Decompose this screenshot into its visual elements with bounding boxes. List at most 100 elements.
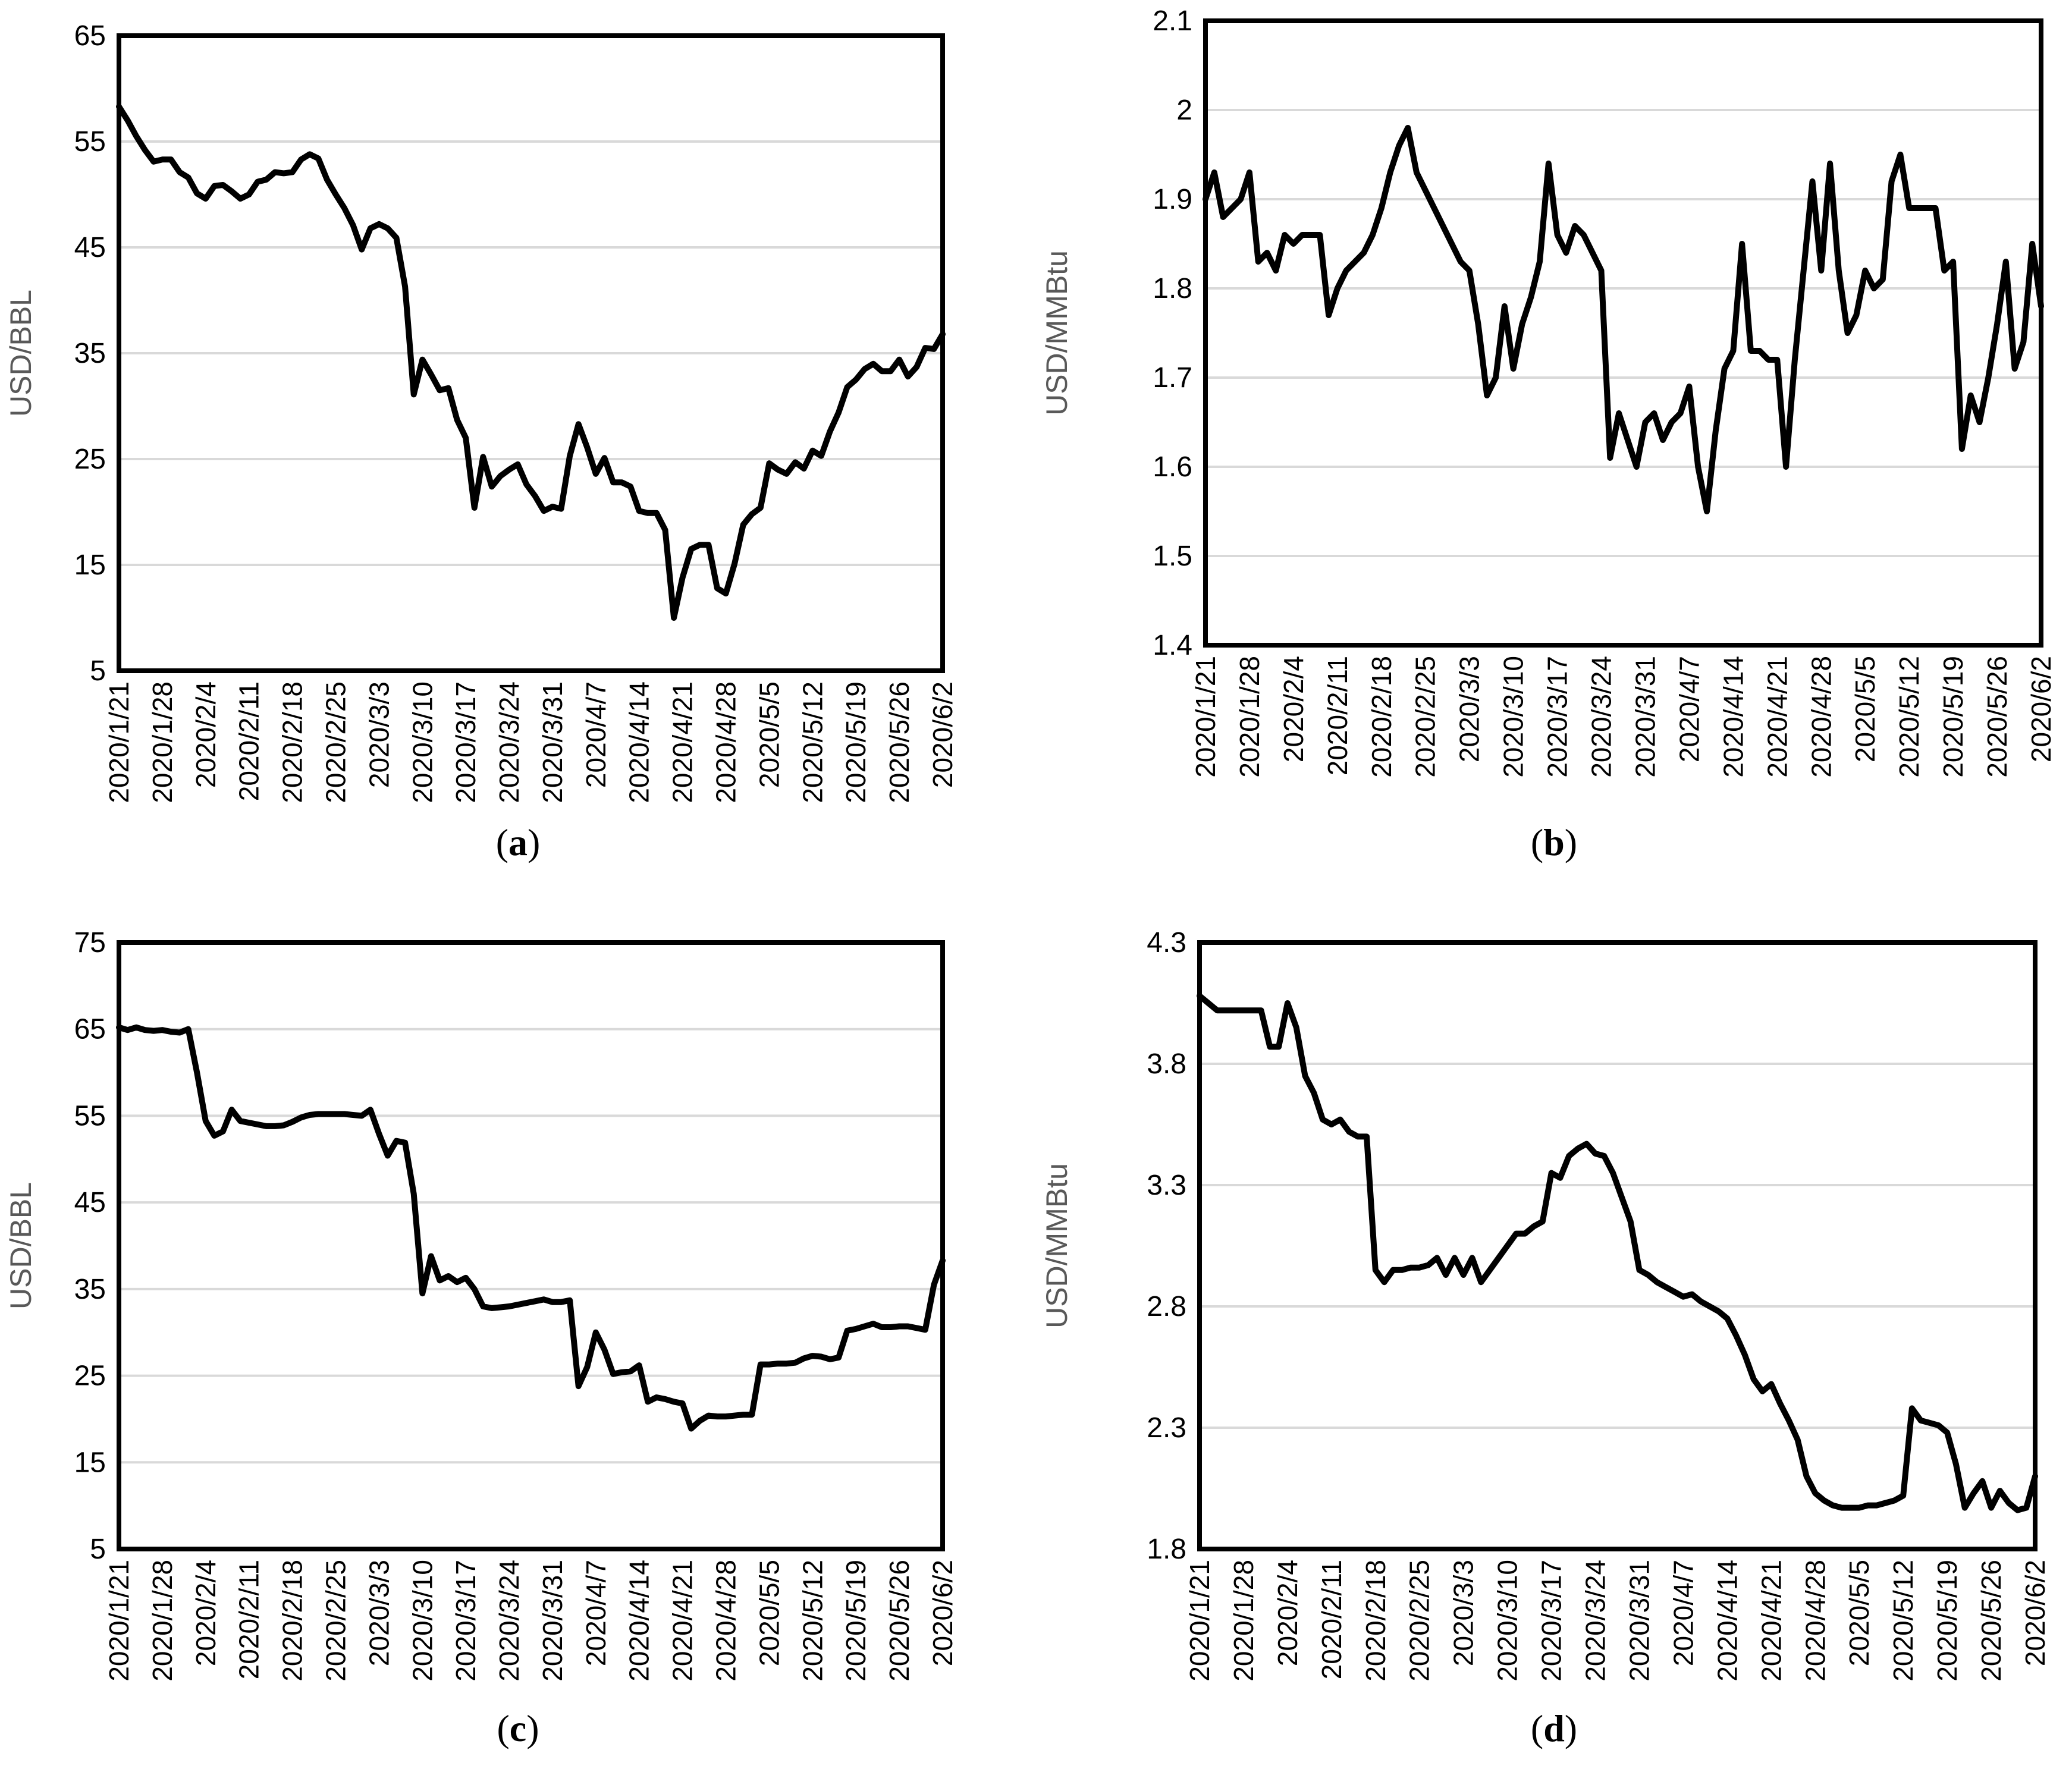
caption-letter: a (508, 821, 528, 863)
x-tick-label: 2020/5/12 (797, 681, 828, 803)
x-tick-label: 2020/3/3 (1448, 1560, 1479, 1666)
x-tick-label: 2020/3/3 (1454, 656, 1485, 762)
x-tick-label: 2020/2/25 (320, 681, 351, 803)
y-tick-label: 2.1 (1153, 5, 1192, 37)
caption-a: (a) (0, 821, 1036, 865)
x-tick-label: 2020/6/2 (927, 1560, 958, 1666)
x-tick-label: 2020/4/14 (624, 1560, 655, 1682)
x-tick-label: 2020/3/10 (407, 681, 438, 803)
x-tick-label: 2020/4/14 (1718, 656, 1748, 778)
caption-open-paren: ( (1530, 1707, 1544, 1749)
x-tick-label: 2020/5/5 (754, 1560, 784, 1666)
y-tick-label: 55 (74, 126, 106, 158)
x-tick-label: 2020/5/19 (840, 681, 871, 803)
chart-canvas: 1.4 1.5 1.6 1.7 1.8 1.9 2 2.1 2020/1/21 2020/1/28… (1040, 5, 2057, 778)
x-tick-label: 2020/2/11 (1322, 656, 1353, 775)
y-tick-label: 2 (1176, 95, 1192, 126)
x-tick-label: 2020/5/12 (797, 1560, 828, 1682)
y-tick-label: 75 (74, 927, 106, 959)
price-line (1203, 125, 2044, 514)
x-tick-label: 2020/4/28 (711, 1560, 742, 1682)
x-tick-label: 2020/5/26 (884, 1560, 915, 1682)
y-tick-label: 5 (90, 1534, 106, 1565)
x-tick-label: 2020/1/28 (1234, 656, 1265, 778)
price-line (1197, 992, 2038, 1513)
y-tick-label: 65 (74, 1014, 106, 1045)
x-tick-label: 2020/2/18 (1366, 656, 1397, 778)
x-tick-label: 2020/5/5 (754, 681, 784, 788)
x-tick-label: 2020/5/26 (1982, 656, 2013, 778)
y-tick-label: 4.3 (1147, 927, 1186, 959)
caption-close-paren: ) (1564, 1707, 1578, 1749)
caption-open-paren: ( (1530, 821, 1544, 863)
y-axis-title: USD/BBL (4, 290, 37, 417)
x-tick-label: 2020/4/28 (1800, 1560, 1831, 1682)
x-tick-label: 2020/1/21 (1190, 656, 1221, 778)
x-tick-label: 2020/4/21 (667, 1560, 698, 1682)
y-tick-label: 1.8 (1147, 1534, 1186, 1565)
chart-panel-a: 5 15 25 35 45 55 65 2020/1/21 2020/1/28 2020/2/4 2… (0, 0, 1036, 886)
x-tick-label: 2020/5/5 (1844, 1560, 1875, 1666)
chart-canvas: 1.8 2.3 2.8 3.3 3.8 4.3 2020/1/21 2020/1/28 2020… (1040, 927, 2051, 1682)
x-tick-label: 2020/4/7 (1668, 1560, 1699, 1666)
x-tick-label: 2020/4/14 (1712, 1560, 1743, 1682)
y-tick-label: 1.4 (1153, 630, 1192, 661)
x-tick-label: 2020/4/21 (1756, 1560, 1787, 1682)
chart-canvas: 5 15 25 35 45 55 65 75 2020/1/21 2020/1/28 2020/2/… (4, 927, 958, 1682)
x-tick-label: 2020/3/24 (1580, 1560, 1611, 1682)
caption-close-paren: ) (526, 1707, 539, 1749)
x-tick-label: 2020/3/24 (494, 1560, 525, 1682)
plot-border (1197, 940, 2038, 1551)
x-tick-label: 2020/3/10 (407, 1560, 438, 1682)
x-tick-label: 2020/3/10 (1498, 656, 1529, 778)
x-tick-label: 2020/6/2 (2020, 1560, 2051, 1666)
x-tick-label: 2020/4/7 (1674, 656, 1704, 762)
x-tick-label: 2020/3/31 (1624, 1560, 1655, 1682)
chart-panel-d: 1.8 2.3 2.8 3.3 3.8 4.3 2020/1/21 2020/1/28 2020… (1036, 886, 2072, 1772)
caption-letter: d (1543, 1707, 1565, 1749)
x-tick-label: 2020/4/7 (580, 1560, 611, 1666)
x-tick-label: 2020/5/12 (1888, 1560, 1919, 1682)
chart-canvas: 5 15 25 35 45 55 65 2020/1/21 2020/1/28 2020/2/4 2… (4, 20, 958, 803)
y-axis-title: USD/MMBtu (1040, 1163, 1073, 1328)
x-tick-label: 2020/3/10 (1492, 1560, 1523, 1682)
x-tick-label: 2020/3/24 (1586, 656, 1617, 778)
x-tick-label: 2020/2/18 (1360, 1560, 1391, 1682)
price-line (116, 1024, 946, 1432)
x-tick-label: 2020/4/14 (624, 681, 655, 803)
x-tick-label: 2020/5/19 (1938, 656, 1969, 778)
x-tick-label: 2020/2/25 (1404, 1560, 1435, 1682)
y-tick-label: 35 (74, 338, 106, 369)
y-tick-label: 45 (74, 1187, 106, 1218)
x-tick-label: 2020/3/31 (537, 681, 568, 803)
x-tick-label: 2020/2/4 (190, 1560, 221, 1666)
y-tick-label: 5 (90, 655, 106, 687)
plot-border (117, 33, 945, 673)
price-line (116, 103, 946, 621)
x-tick-label: 2020/2/11 (234, 1560, 265, 1679)
x-tick-label: 2020/6/2 (927, 681, 958, 788)
x-tick-label: 2020/3/3 (363, 681, 394, 788)
caption-close-paren: ) (1564, 821, 1578, 863)
y-tick-label: 2.8 (1147, 1291, 1186, 1322)
x-tick-label: 2020/1/28 (147, 681, 178, 803)
x-tick-label: 2020/1/21 (103, 681, 134, 803)
y-axis-title: USD/MMBtu (1040, 250, 1073, 416)
x-tick-label: 2020/1/28 (147, 1560, 178, 1682)
caption-letter: c (509, 1707, 527, 1749)
caption-d: (d) (1036, 1707, 2072, 1751)
x-tick-label: 2020/3/17 (1536, 1560, 1567, 1682)
x-tick-label: 2020/2/4 (1278, 656, 1309, 762)
x-tick-label: 2020/2/18 (277, 681, 308, 803)
y-tick-label: 15 (74, 1447, 106, 1478)
y-tick-label: 3.3 (1147, 1170, 1186, 1201)
y-tick-label: 1.5 (1153, 541, 1192, 572)
x-tick-label: 2020/5/26 (884, 681, 915, 803)
y-tick-label: 15 (74, 549, 106, 581)
x-tick-label: 2020/6/2 (2026, 656, 2057, 762)
y-axis-title: USD/BBL (4, 1182, 37, 1309)
y-tick-label: 3.8 (1147, 1048, 1186, 1080)
y-tick-label: 45 (74, 232, 106, 263)
x-tick-label: 2020/4/28 (1806, 656, 1836, 778)
